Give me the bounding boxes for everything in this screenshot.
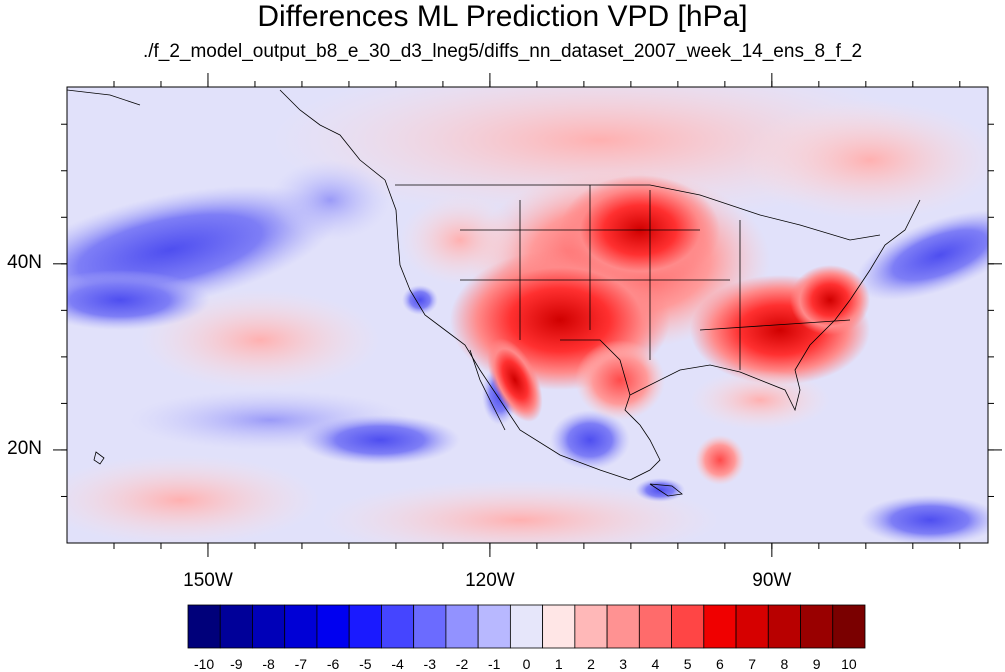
colorbar-swatch [509, 604, 544, 649]
lat-tick-label: 40N [7, 251, 42, 273]
colorbar-label: -5 [359, 656, 372, 672]
colorbar-label: -7 [294, 656, 308, 672]
colorbar-label: -2 [455, 656, 469, 672]
colorbar-swatch [252, 604, 286, 649]
colorbar-swatch [638, 604, 672, 649]
colorbar-swatch [671, 604, 705, 649]
colorbar-label: -8 [262, 656, 275, 672]
colorbar-swatch [767, 604, 801, 649]
colorbar-swatch [606, 604, 640, 649]
colorbar-swatch [542, 604, 576, 649]
lon-tick-label: 90W [752, 570, 792, 591]
colorbar-label: 10 [841, 656, 857, 672]
lon-tick-label: 120W [465, 570, 515, 591]
colorbar-label: -4 [391, 656, 404, 672]
colorbar-label: 8 [780, 656, 789, 672]
colorbar-swatch [381, 604, 415, 649]
colorbar-label: -6 [326, 656, 340, 672]
colorbar-label: -10 [193, 656, 215, 672]
colorbar-label: 0 [522, 656, 531, 672]
colorbar-label: 4 [651, 656, 660, 672]
colorbar-swatch [219, 604, 253, 649]
colorbar-swatch [800, 604, 834, 649]
colorbar-label: 5 [683, 656, 692, 672]
colorbar-swatch [348, 604, 382, 649]
colorbar-label: 6 [716, 656, 724, 672]
colorbar-label: 1 [554, 656, 563, 672]
colorbar-label: 7 [748, 656, 757, 672]
colorbar-swatch [735, 604, 769, 649]
colorbar [187, 604, 866, 649]
lat-tick-label: 20N [7, 437, 42, 459]
colorbar-label: -9 [230, 656, 243, 672]
colorbar-label: 9 [812, 656, 821, 672]
colorbar-label: -3 [423, 656, 436, 672]
colorbar-swatch [413, 604, 447, 649]
axis-ticks [53, 73, 1002, 557]
colorbar-swatch [832, 604, 866, 649]
lon-tick-label: 150W [183, 570, 233, 591]
colorbar-label: 2 [587, 656, 595, 672]
map-title: Differences ML Prediction VPD [hPa] [257, 0, 748, 33]
colorbar-swatch [316, 604, 350, 649]
map-subtitle: ./f_2_model_output_b8_e_30_d3_lneg5/diff… [142, 41, 863, 62]
colorbar-label: -1 [488, 656, 501, 672]
difference-field [67, 87, 988, 543]
colorbar-swatch [187, 604, 221, 649]
colorbar-swatch [445, 604, 479, 649]
colorbar-swatch [284, 604, 318, 649]
colorbar-label: 3 [619, 656, 628, 672]
colorbar-swatch [574, 604, 608, 649]
colorbar-swatch [703, 604, 737, 649]
colorbar-swatch [477, 604, 511, 649]
